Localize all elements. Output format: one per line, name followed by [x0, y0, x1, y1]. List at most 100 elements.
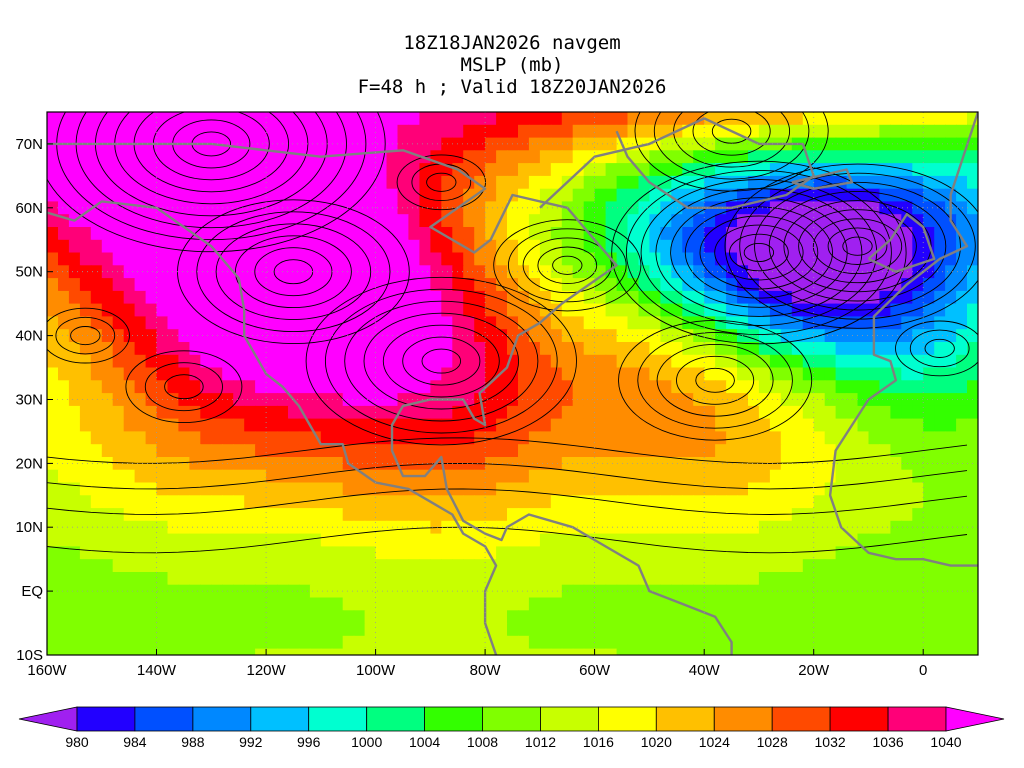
- pressure-cell: [320, 610, 333, 624]
- pressure-cell: [758, 559, 771, 573]
- pressure-cell: [145, 635, 158, 650]
- pressure-cell: [309, 201, 322, 215]
- pressure-cell: [244, 150, 256, 164]
- pressure-cell: [134, 150, 147, 164]
- pressure-cell: [758, 329, 771, 343]
- pressure-cell: [167, 227, 180, 241]
- pressure-cell: [496, 342, 508, 356]
- pressure-cell: [156, 418, 169, 432]
- pressure-cell: [342, 482, 355, 496]
- pressure-cell: [769, 610, 782, 624]
- pressure-cell: [715, 508, 727, 522]
- pressure-cell: [890, 559, 902, 573]
- pressure-cell: [572, 469, 585, 484]
- pressure-cell: [923, 252, 935, 266]
- colorbar-swatch: [134, 706, 194, 732]
- pressure-cell: [857, 431, 870, 445]
- pressure-cell: [167, 303, 180, 317]
- pressure-cell: [101, 533, 114, 547]
- pressure-cell: [145, 648, 158, 655]
- pressure-cell: [233, 431, 245, 445]
- pressure-cell: [101, 380, 114, 394]
- pressure-cell: [923, 610, 935, 624]
- pressure-cell: [868, 469, 881, 484]
- pressure-cell: [879, 610, 891, 624]
- isobar: [842, 236, 873, 256]
- pressure-cell: [47, 303, 59, 317]
- pressure-cell: [331, 482, 344, 496]
- colorbar-level-label: 1032: [815, 734, 846, 750]
- pressure-cell: [58, 329, 70, 343]
- pressure-cell: [47, 597, 59, 611]
- pressure-cell: [288, 201, 300, 215]
- pressure-cell: [857, 597, 870, 611]
- pressure-cell: [277, 175, 289, 190]
- pressure-cell: [758, 444, 771, 458]
- pressure-cell: [474, 137, 486, 151]
- pressure-cell: [616, 405, 629, 420]
- pressure-cell: [572, 648, 585, 655]
- pressure-cell: [507, 597, 519, 611]
- pressure-cell: [342, 648, 355, 655]
- pressure-cell: [583, 559, 596, 573]
- pressure-cell: [397, 431, 410, 445]
- pressure-cell: [561, 418, 574, 432]
- pressure-cell: [320, 112, 333, 126]
- pressure-cell: [780, 303, 793, 317]
- pressure-cell: [846, 597, 859, 611]
- pressure-cell: [485, 201, 497, 215]
- pressure-cell: [507, 431, 519, 445]
- pressure-cell: [463, 214, 475, 228]
- pressure-cell: [167, 316, 180, 330]
- pressure-cell: [189, 572, 201, 586]
- pressure-cell: [737, 508, 749, 522]
- pressure-cell: [605, 329, 618, 343]
- pressure-cell: [605, 290, 618, 305]
- pressure-cell: [627, 380, 640, 394]
- pressure-cell: [561, 112, 574, 126]
- pressure-cell: [715, 278, 727, 292]
- pressure-cell: [737, 559, 749, 573]
- pressure-cell: [101, 150, 114, 164]
- pressure-cell: [572, 482, 585, 496]
- pressure-cell: [68, 354, 81, 369]
- pressure-cell: [583, 124, 596, 139]
- pressure-cell: [704, 290, 716, 305]
- pressure-cell: [616, 227, 629, 241]
- pressure-cell: [353, 124, 366, 139]
- pressure-cell: [452, 265, 464, 279]
- pressure-cell: [704, 112, 716, 126]
- pressure-cell: [463, 124, 475, 139]
- pressure-cell: [890, 316, 902, 330]
- longitude-label: 60W: [579, 662, 611, 679]
- pressure-cell: [715, 546, 727, 560]
- pressure-cell: [288, 533, 300, 547]
- pressure-cell: [945, 252, 957, 266]
- pressure-cell: [901, 610, 913, 624]
- pressure-cell: [660, 520, 672, 535]
- pressure-cell: [967, 163, 978, 177]
- pressure-cell: [112, 342, 125, 356]
- pressure-cell: [430, 584, 442, 599]
- pressure-cell: [945, 495, 957, 509]
- pressure-cell: [857, 150, 870, 164]
- pressure-cell: [47, 648, 59, 655]
- pressure-cell: [748, 405, 760, 420]
- pressure-cell: [222, 188, 234, 203]
- pressure-cell: [298, 405, 311, 420]
- pressure-cell: [145, 175, 158, 190]
- pressure-cell: [627, 265, 640, 279]
- pressure-cell: [715, 239, 727, 254]
- pressure-cell: [123, 214, 136, 228]
- pressure-cell: [791, 188, 804, 203]
- pressure-cell: [145, 584, 158, 599]
- pressure-cell: [331, 418, 344, 432]
- pressure-cell: [320, 380, 333, 394]
- pressure-cell: [364, 329, 377, 343]
- pressure-cell: [233, 623, 245, 637]
- pressure-cell: [572, 175, 585, 190]
- pressure-cell: [791, 648, 804, 655]
- pressure-cell: [737, 533, 749, 547]
- pressure-cell: [266, 188, 278, 203]
- pressure-cell: [167, 354, 180, 369]
